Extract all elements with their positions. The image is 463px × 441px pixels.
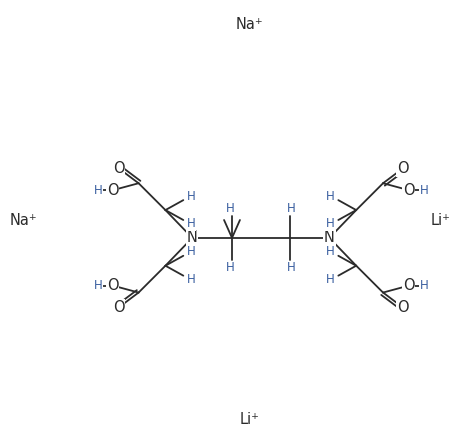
Text: O: O	[113, 300, 124, 315]
Text: H: H	[93, 184, 102, 197]
Text: H: H	[187, 190, 195, 203]
Text: H: H	[187, 273, 195, 286]
Text: H: H	[325, 190, 334, 203]
Text: H: H	[225, 202, 234, 215]
Text: H: H	[325, 217, 334, 231]
Text: O: O	[402, 183, 414, 198]
Text: O: O	[106, 278, 119, 293]
Text: N: N	[323, 230, 334, 245]
Text: Na⁺: Na⁺	[10, 213, 38, 228]
Text: H: H	[419, 184, 427, 197]
Text: H: H	[187, 217, 195, 231]
Text: H: H	[93, 279, 102, 292]
Text: H: H	[325, 245, 334, 258]
Text: H: H	[287, 202, 295, 215]
Text: H: H	[287, 261, 295, 274]
Text: O: O	[396, 300, 408, 315]
Text: Li⁺: Li⁺	[239, 412, 259, 427]
Text: O: O	[113, 161, 124, 176]
Text: Na⁺: Na⁺	[235, 17, 263, 32]
Text: H: H	[187, 245, 195, 258]
Text: H: H	[419, 279, 427, 292]
Text: Li⁺: Li⁺	[430, 213, 450, 228]
Text: H: H	[225, 261, 234, 274]
Text: O: O	[402, 278, 414, 293]
Text: O: O	[396, 161, 408, 176]
Text: N: N	[187, 230, 197, 245]
Text: H: H	[325, 273, 334, 286]
Text: O: O	[106, 183, 119, 198]
